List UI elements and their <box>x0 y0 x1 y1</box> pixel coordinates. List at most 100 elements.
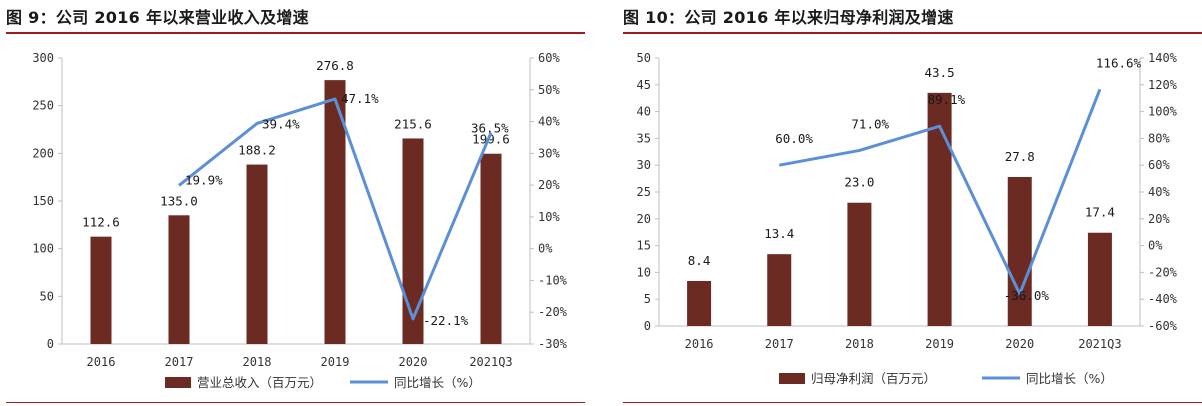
line-data-label: 71.0% <box>851 116 889 131</box>
right-tick-label: 140% <box>1148 51 1178 65</box>
bar-data-label: 199.6 <box>472 132 510 147</box>
right-tick-label: 50% <box>538 83 560 97</box>
bar <box>324 80 346 344</box>
left-tick-label: 50 <box>637 51 651 65</box>
growth-line <box>178 97 493 321</box>
left-tick-label: 45 <box>637 78 651 92</box>
x-tick-label: 2018 <box>845 337 874 351</box>
x-tick-label: 2017 <box>765 337 794 351</box>
bar <box>1087 232 1112 326</box>
right-tick-label: 40% <box>1148 185 1170 199</box>
right-tick-label: 100% <box>1148 105 1178 119</box>
bar-data-label: 13.4 <box>764 226 794 241</box>
line-data-label: 89.1% <box>928 92 966 107</box>
growth-line <box>778 88 1102 296</box>
right-tick-label: 60% <box>1148 158 1170 172</box>
x-tick-label: 2018 <box>243 355 272 369</box>
line-data-label: 19.9% <box>185 172 223 187</box>
figure-10-panel: 图 10：公司 2016 年以来归母净利润及增速 0 5 10 15 20 25 30 35 4… <box>617 0 1202 406</box>
line-data-label: 36.5% <box>471 121 509 136</box>
bar-data-label: 215.6 <box>394 116 432 131</box>
line-data-label: 39.4% <box>262 116 300 131</box>
left-tick-label: 35 <box>637 131 651 145</box>
bar <box>246 164 268 344</box>
x-tick-label: 2019 <box>925 337 954 351</box>
left-tick-label: 20 <box>637 212 651 226</box>
bar <box>90 236 112 344</box>
bar <box>168 215 190 344</box>
legend-bar-label: 归母净利润（百万元） <box>811 371 936 386</box>
left-tick-label: 150 <box>32 194 54 208</box>
legend-line-label: 同比增长（%） <box>1026 371 1113 386</box>
bar-data-label: 135.0 <box>160 193 198 208</box>
legend-bar-swatch <box>779 373 805 384</box>
x-tick-label: 2017 <box>165 355 194 369</box>
left-tick-label: 0 <box>644 319 651 333</box>
right-tick-label: -30% <box>538 337 568 351</box>
x-tick-label: 2019 <box>321 355 350 369</box>
line-data-label: -36.0% <box>1004 288 1050 303</box>
bar-data-label: 17.4 <box>1085 205 1115 220</box>
x-tick-label: 2020 <box>1005 337 1034 351</box>
left-tick-label: 50 <box>40 289 54 303</box>
right-tick-label: 40% <box>538 115 560 129</box>
right-tick-label: -20% <box>538 305 568 319</box>
net-profit-chart: 0 5 10 15 20 25 30 35 40 45 50 -60% -40% -20% 0% 20% 40%… <box>637 51 1178 386</box>
bar <box>402 138 424 344</box>
right-tick-label: -40% <box>1148 292 1178 306</box>
right-tick-label: 80% <box>1148 131 1170 145</box>
line-data-label: -22.1% <box>423 313 469 328</box>
bar-data-label: 8.4 <box>688 253 711 268</box>
left-tick-label: 40 <box>637 105 651 119</box>
bar <box>480 153 502 344</box>
legend-line-label: 同比增长（%） <box>394 375 481 390</box>
revenue-chart: 0 50 100 150 200 250 300 -30% -20% -10% 0% 10% 20% 30… <box>32 51 568 390</box>
x-tick-label: 2021Q3 <box>1078 337 1121 351</box>
bar <box>687 280 712 326</box>
left-tick-label: 200 <box>32 146 54 160</box>
right-tick-label: 0% <box>1148 239 1163 253</box>
right-tick-label: 60% <box>538 51 560 65</box>
left-tick-label: 250 <box>32 99 54 113</box>
bar <box>927 92 952 326</box>
right-tick-label: 30% <box>538 146 560 160</box>
line-data-label: 116.6% <box>1096 55 1142 70</box>
right-tick-label: -10% <box>538 273 568 287</box>
legend-bar-swatch <box>165 377 191 388</box>
left-tick-label: 15 <box>637 239 651 253</box>
left-tick-label: 25 <box>637 185 651 199</box>
left-tick-label: 30 <box>637 158 651 172</box>
right-tick-label: 10% <box>538 210 560 224</box>
title-rule <box>6 32 585 34</box>
left-tick-label: 10 <box>637 265 651 279</box>
title-rule <box>623 32 1202 34</box>
bottom-rule <box>623 402 1202 403</box>
left-tick-label: 100 <box>32 242 54 256</box>
left-tick-label: 5 <box>644 292 651 306</box>
right-tick-label: 20% <box>538 178 560 192</box>
legend-bar-label: 营业总收入（百万元） <box>197 375 322 390</box>
x-tick-label: 2016 <box>685 337 714 351</box>
right-tick-label: 0% <box>538 242 553 256</box>
figure-9-panel: 图 9：公司 2016 年以来营业收入及增速 0 50 100 150 200 250 30… <box>0 0 585 406</box>
line-data-label: 60.0% <box>775 131 813 146</box>
x-tick-label: 2021Q3 <box>469 355 512 369</box>
bar-data-label: 188.2 <box>238 143 276 158</box>
right-tick-label: 20% <box>1148 212 1170 226</box>
line-data-label: 47.1% <box>341 91 379 106</box>
figure-title: 图 9：公司 2016 年以来营业收入及增速 <box>6 8 309 27</box>
left-tick-label: 0 <box>47 337 54 351</box>
x-tick-label: 2020 <box>399 355 428 369</box>
bar-data-label: 112.6 <box>82 215 120 230</box>
bar <box>767 254 792 326</box>
right-tick-label: 120% <box>1148 78 1178 92</box>
bar <box>1007 176 1032 326</box>
figure-title: 图 10：公司 2016 年以来归母净利润及增速 <box>623 8 954 27</box>
bar-data-label: 27.8 <box>1005 149 1035 164</box>
right-tick-label: -60% <box>1148 319 1178 333</box>
bar <box>847 202 872 326</box>
right-tick-label: -20% <box>1148 265 1178 279</box>
bar-data-label: 23.0 <box>844 175 874 190</box>
x-tick-label: 2016 <box>87 355 116 369</box>
bar-data-label: 43.5 <box>925 65 955 80</box>
